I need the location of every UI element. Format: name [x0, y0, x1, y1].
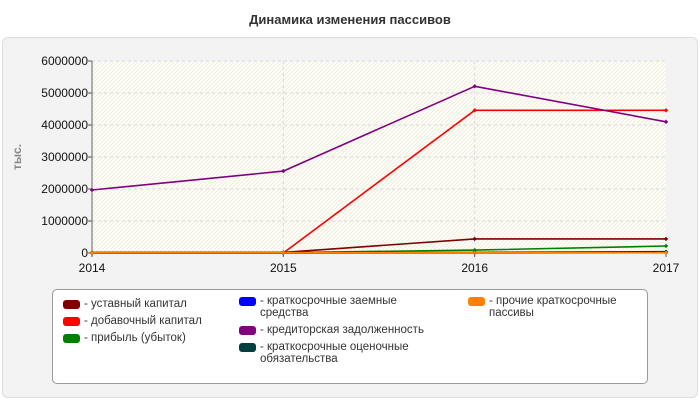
data-point [663, 243, 669, 249]
data-point [663, 250, 669, 256]
legend-item-dobavochnyi-kapital: - добавочный капитал [63, 315, 228, 327]
x-tick-label: 2015 [270, 261, 297, 275]
legend-swatch [63, 300, 80, 309]
legend-label: - краткосрочные оценочные обязательства [260, 341, 409, 365]
y-tick-label: 6000000 [41, 54, 88, 68]
legend-label: - добавочный капитал [84, 315, 202, 327]
legend-swatch [63, 334, 80, 343]
legend-swatch [239, 326, 256, 335]
series-group [89, 84, 669, 193]
y-tick-label: 1000000 [41, 214, 88, 228]
y-tick-label: 2000000 [41, 182, 88, 196]
x-tick-label: 2017 [653, 261, 680, 275]
y-tick-label: 0 [81, 246, 88, 260]
chart-legend: - уставный капитал - добавочный капитал … [52, 289, 648, 384]
legend-item-kratkosrochnye-zaemnye-sredstva: - краткосрочные заемные средства [239, 295, 439, 319]
data-point [663, 119, 669, 124]
legend-label: - краткосрочные заемные средства [260, 295, 397, 319]
legend-label: - прибыль (убыток) [84, 332, 186, 344]
legend-swatch [468, 297, 485, 306]
legend-label: - прочие краткосрочные пассивы [489, 295, 617, 319]
data-point [281, 168, 286, 174]
legend-swatch [239, 297, 256, 306]
chart-title: Динамика изменения пассивов [249, 12, 451, 27]
data-point [89, 250, 95, 256]
legend-label: - уставный капитал [84, 298, 187, 310]
series-line [91, 85, 667, 191]
y-tick-label: 3000000 [41, 150, 88, 164]
y-tick-label: 4000000 [41, 118, 88, 132]
data-point [472, 236, 477, 242]
legend-item-ustavnyi-kapital: - уставный капитал [63, 298, 228, 310]
x-tick-label: 2016 [461, 261, 488, 275]
series-group [89, 250, 669, 256]
y-axis-label: тыс. [10, 144, 24, 170]
legend-item-kratkosrochnye-otsenochnye-obyazatelstva: - краткосрочные оценочные обязательства [239, 341, 439, 365]
legend-swatch [239, 343, 256, 352]
legend-item-prochie-kratkosrochnye-passivy: - прочие краткосрочные пассивы [468, 295, 643, 319]
data-point [472, 84, 477, 89]
legend-item-kreditorskaya-zadolzhennost: - кредиторская задолженность [239, 324, 439, 336]
data-point [663, 236, 669, 242]
data-point [472, 108, 477, 113]
legend-label: - кредиторская задолженность [260, 324, 424, 336]
data-point [281, 250, 286, 256]
data-point [89, 187, 95, 193]
y-tick-label: 5000000 [41, 86, 88, 100]
data-point [472, 247, 477, 253]
x-tick-label: 2014 [79, 261, 106, 275]
plot-area [92, 61, 666, 253]
data-point [663, 108, 669, 113]
legend-swatch [63, 317, 80, 326]
data-point [472, 250, 477, 256]
legend-item-pribyl: - прибыль (убыток) [63, 332, 228, 344]
